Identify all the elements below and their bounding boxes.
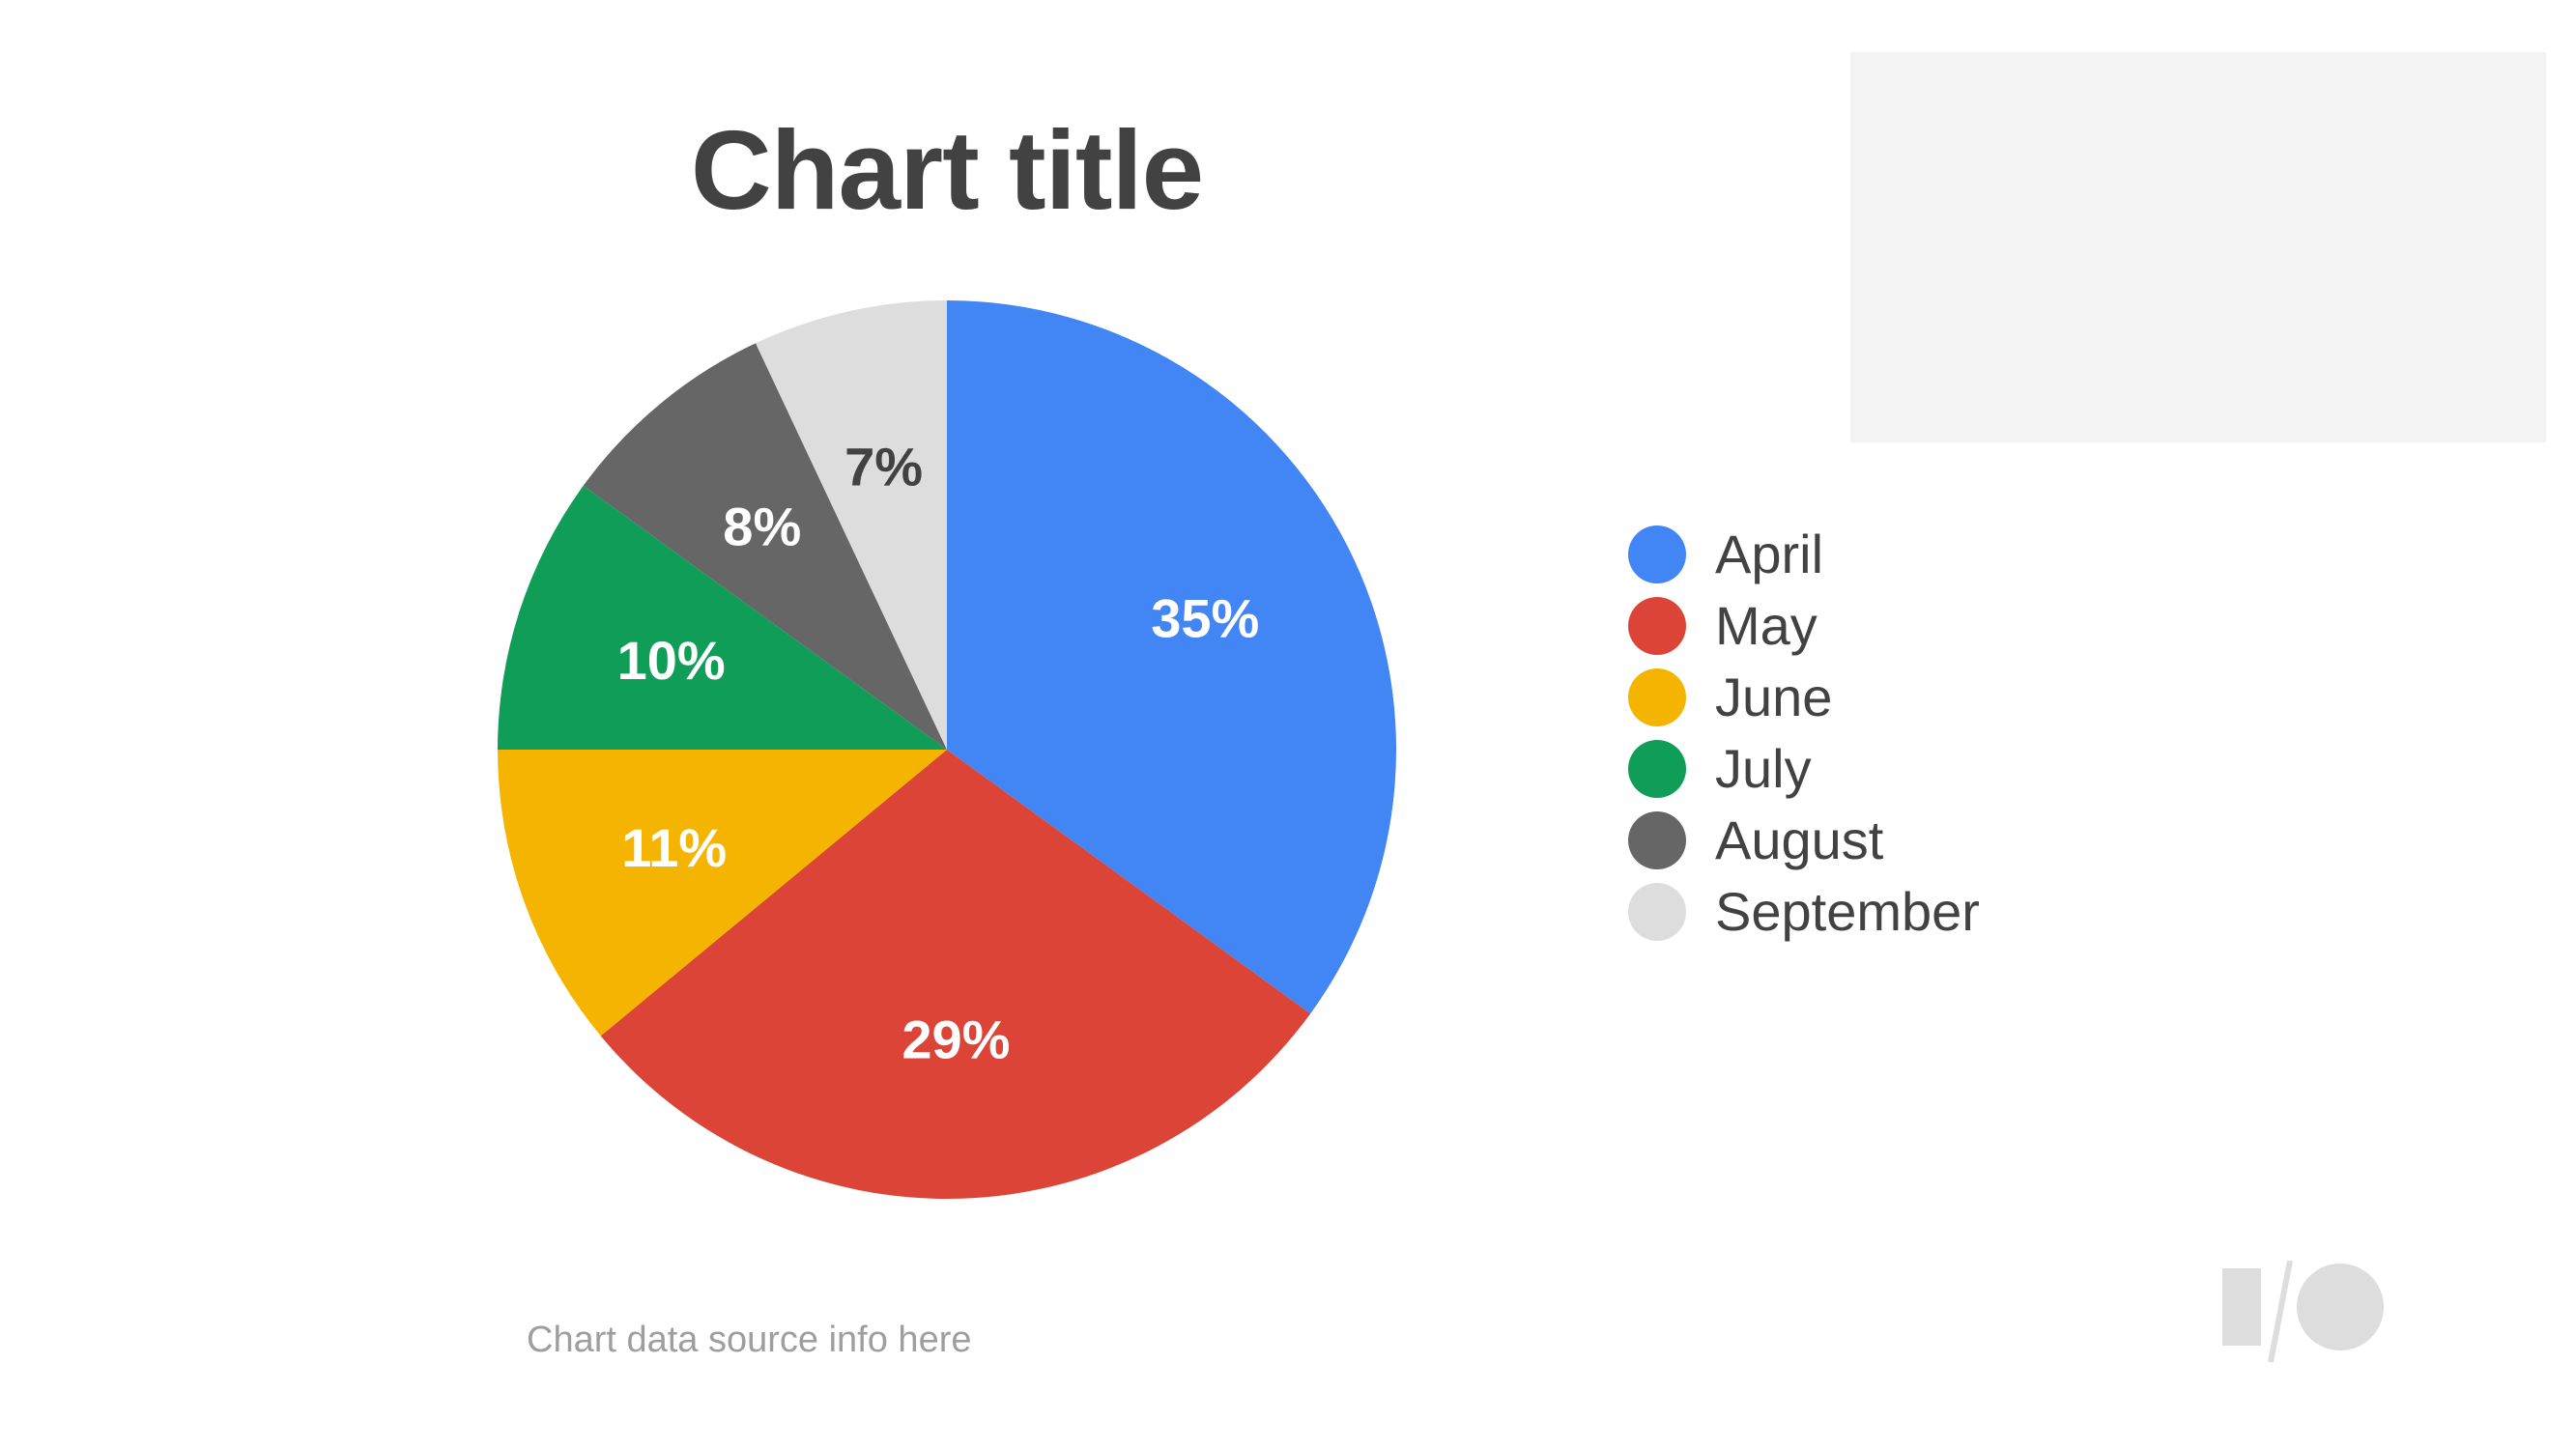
pie-slice-may: [600, 750, 1311, 1199]
legend-swatch: [1628, 883, 1686, 941]
image-placeholder: [1850, 52, 2546, 442]
legend-item-may: May: [1628, 590, 1980, 662]
pie-slice-label-april: 35%: [1151, 587, 1259, 648]
legend-label: August: [1715, 810, 1884, 870]
pie-slice-september: [756, 300, 947, 750]
legend-swatch: [1628, 597, 1686, 655]
legend-item-july: July: [1628, 733, 1980, 805]
legend-label: September: [1715, 881, 1980, 942]
legend-item-september: September: [1628, 876, 1980, 948]
google-io-logo-icon: [2222, 1261, 2384, 1363]
legend-item-june: June: [1628, 662, 1980, 733]
pie-slice-april: [947, 300, 1396, 1014]
pie-slice-label-july: 10%: [617, 630, 726, 691]
legend-item-august: August: [1628, 805, 1980, 876]
pie-slice-august: [583, 343, 947, 750]
pie-slice-label-may: 29%: [902, 1009, 1010, 1069]
chart-legend: April May June July August September: [1628, 519, 1980, 948]
legend-label: July: [1715, 738, 1812, 799]
chart-title: Chart title: [690, 107, 1204, 233]
pie-slice-label-september: 7%: [844, 437, 923, 497]
legend-swatch: [1628, 526, 1686, 583]
pie-chart: 35% 29% 11% 10% 8% 7%: [498, 300, 1396, 1199]
legend-swatch: [1628, 740, 1686, 798]
legend-swatch: [1628, 811, 1686, 869]
pie-slice-july: [498, 485, 947, 750]
pie-slice-label-august: 8%: [723, 496, 801, 556]
legend-label: April: [1715, 524, 1824, 584]
legend-label: June: [1715, 667, 1833, 727]
pie-slice-label-june: 11%: [621, 817, 727, 878]
chart-source-note: Chart data source info here: [527, 1320, 972, 1360]
legend-label: May: [1715, 595, 1818, 656]
legend-swatch: [1628, 668, 1686, 726]
pie-slice-june: [498, 750, 947, 1037]
legend-item-april: April: [1628, 519, 1980, 590]
